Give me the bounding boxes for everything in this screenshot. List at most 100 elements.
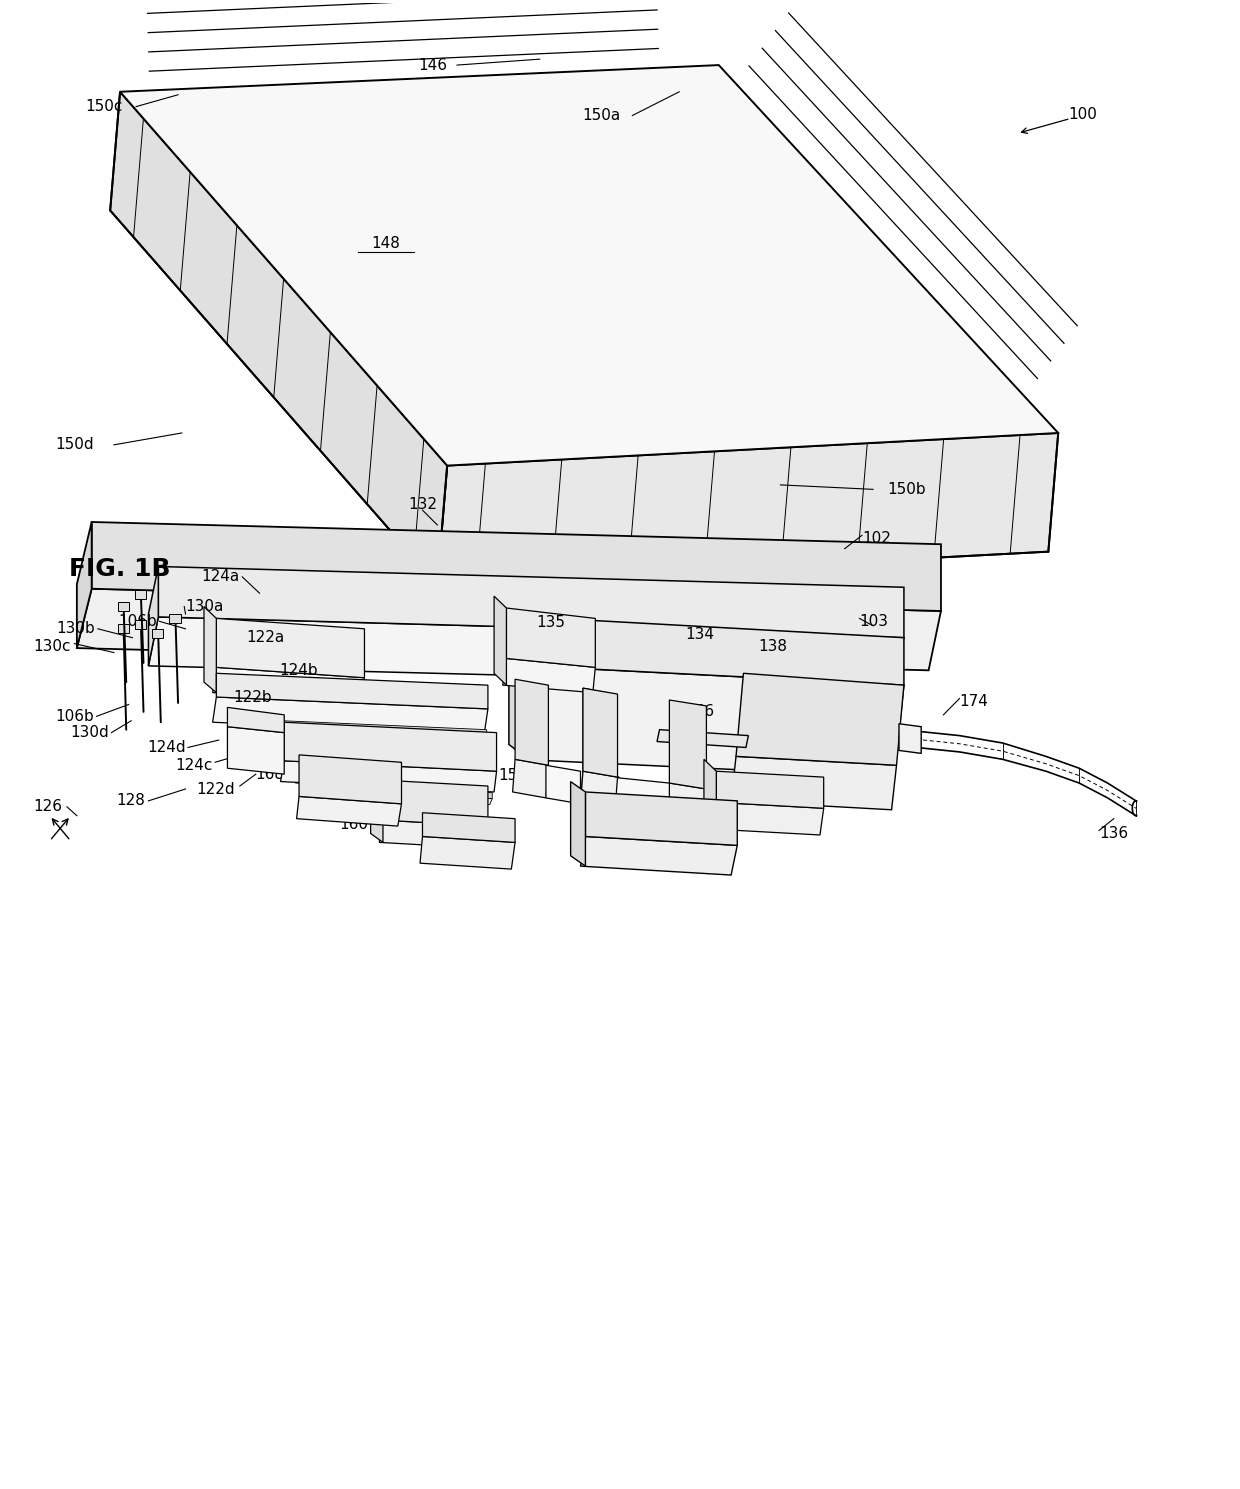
- Polygon shape: [77, 523, 92, 648]
- Text: 150b: 150b: [887, 482, 926, 497]
- Polygon shape: [546, 765, 580, 804]
- Polygon shape: [296, 797, 402, 826]
- Polygon shape: [216, 673, 487, 709]
- Polygon shape: [713, 803, 823, 835]
- Polygon shape: [580, 771, 614, 810]
- Text: 138: 138: [758, 639, 787, 654]
- Text: 130c: 130c: [33, 639, 71, 654]
- Text: 100: 100: [1069, 107, 1097, 122]
- Text: 122d: 122d: [196, 782, 234, 797]
- Polygon shape: [420, 837, 515, 870]
- Text: 150a: 150a: [583, 109, 620, 124]
- Text: FIG. 1B: FIG. 1B: [69, 557, 171, 581]
- Polygon shape: [717, 771, 823, 809]
- Polygon shape: [298, 771, 491, 786]
- Polygon shape: [423, 813, 515, 843]
- Polygon shape: [704, 759, 717, 829]
- Text: 102: 102: [862, 530, 890, 546]
- Text: 136: 136: [1099, 826, 1128, 841]
- Polygon shape: [732, 756, 897, 810]
- Text: 160: 160: [340, 817, 368, 832]
- Polygon shape: [120, 66, 1058, 466]
- Polygon shape: [280, 761, 496, 792]
- Text: 132: 132: [408, 497, 436, 512]
- Text: 146: 146: [418, 58, 446, 73]
- Text: 158: 158: [498, 768, 527, 783]
- Polygon shape: [77, 588, 941, 670]
- Polygon shape: [383, 780, 487, 826]
- Polygon shape: [506, 608, 595, 667]
- Polygon shape: [286, 734, 487, 747]
- Polygon shape: [299, 755, 402, 804]
- Polygon shape: [283, 721, 486, 736]
- Polygon shape: [585, 792, 738, 846]
- Polygon shape: [512, 759, 548, 798]
- Text: 148: 148: [371, 235, 399, 250]
- Polygon shape: [899, 724, 921, 753]
- Polygon shape: [92, 523, 941, 610]
- Polygon shape: [570, 782, 585, 867]
- Polygon shape: [657, 730, 749, 747]
- Text: 166: 166: [686, 704, 714, 719]
- Text: 124d: 124d: [146, 740, 186, 755]
- Text: 128: 128: [115, 794, 145, 809]
- Text: 174: 174: [960, 694, 988, 709]
- Polygon shape: [284, 722, 496, 771]
- Polygon shape: [371, 771, 383, 843]
- Polygon shape: [580, 771, 618, 810]
- Polygon shape: [494, 596, 506, 685]
- Polygon shape: [216, 618, 365, 677]
- Text: 130b: 130b: [57, 621, 95, 636]
- Text: 124b: 124b: [279, 663, 317, 677]
- Polygon shape: [153, 628, 164, 637]
- Polygon shape: [290, 746, 489, 761]
- Polygon shape: [135, 619, 146, 628]
- Polygon shape: [508, 648, 528, 759]
- Polygon shape: [288, 752, 489, 767]
- Polygon shape: [227, 707, 284, 733]
- Polygon shape: [528, 616, 904, 685]
- Polygon shape: [583, 688, 614, 777]
- Polygon shape: [667, 783, 707, 822]
- Polygon shape: [135, 590, 146, 599]
- Polygon shape: [205, 606, 216, 692]
- Polygon shape: [515, 679, 548, 765]
- Text: 122c: 122c: [317, 783, 355, 798]
- Text: 112: 112: [744, 795, 773, 810]
- Polygon shape: [284, 740, 487, 753]
- Text: 172: 172: [419, 817, 448, 832]
- Text: 135: 135: [536, 615, 565, 630]
- Text: 134: 134: [686, 627, 714, 642]
- Text: 122b: 122b: [233, 689, 272, 704]
- Polygon shape: [438, 433, 1058, 584]
- Polygon shape: [737, 673, 904, 765]
- Text: 168: 168: [255, 767, 284, 782]
- Polygon shape: [294, 758, 490, 773]
- Polygon shape: [295, 777, 491, 792]
- Polygon shape: [227, 727, 284, 774]
- Polygon shape: [518, 666, 904, 777]
- Text: 150d: 150d: [55, 438, 94, 453]
- Text: 124c: 124c: [175, 758, 212, 773]
- Text: 124a: 124a: [202, 569, 239, 584]
- Polygon shape: [118, 602, 129, 610]
- Polygon shape: [280, 727, 486, 742]
- Polygon shape: [118, 624, 129, 633]
- Text: 103: 103: [859, 613, 889, 628]
- Polygon shape: [170, 613, 181, 622]
- Polygon shape: [212, 667, 365, 703]
- Polygon shape: [159, 566, 904, 637]
- Polygon shape: [670, 700, 707, 789]
- Polygon shape: [301, 783, 492, 798]
- Text: 130d: 130d: [71, 725, 109, 740]
- Text: 150c: 150c: [86, 100, 123, 115]
- Text: 114: 114: [630, 826, 658, 841]
- Polygon shape: [611, 777, 670, 816]
- Text: 126: 126: [33, 800, 62, 814]
- Polygon shape: [149, 616, 904, 685]
- Polygon shape: [580, 837, 738, 876]
- Text: 106b: 106b: [118, 613, 157, 628]
- Polygon shape: [149, 566, 159, 666]
- Polygon shape: [291, 764, 490, 779]
- Polygon shape: [583, 688, 618, 777]
